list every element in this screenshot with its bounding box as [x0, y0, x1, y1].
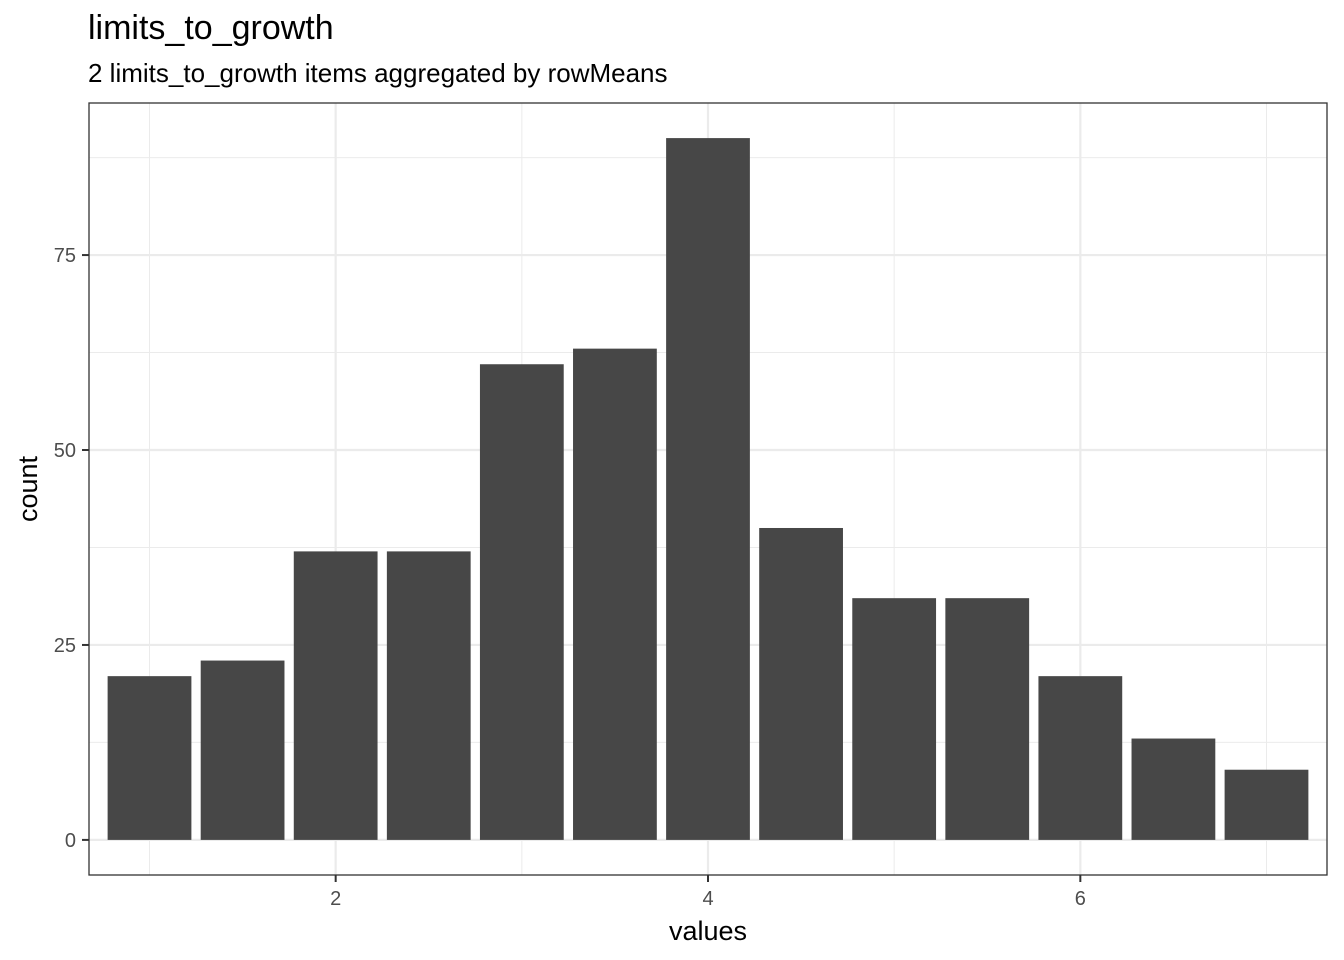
y-tick-label: 50: [54, 440, 76, 462]
histogram-bar: [479, 364, 564, 840]
bars-group: [107, 138, 1309, 840]
x-tick-label: 2: [330, 888, 341, 910]
histogram-bar: [1224, 769, 1309, 840]
histogram-bar: [386, 551, 471, 840]
x-tick-label: 6: [1075, 888, 1086, 910]
y-tick-label: 0: [65, 830, 76, 852]
histogram-bar: [945, 598, 1030, 840]
y-tick-label: 75: [54, 245, 76, 267]
x-tick-label: 4: [702, 888, 713, 910]
x-axis-title: values: [669, 916, 747, 946]
y-tick-label: 25: [54, 635, 76, 657]
histogram-bar: [666, 138, 750, 840]
x-axis: 2 4 6: [330, 875, 1086, 910]
histogram-bar: [759, 527, 843, 840]
histogram-bar: [293, 551, 378, 840]
y-axis: 0 25 50 75: [54, 245, 89, 852]
histogram-bar: [1038, 676, 1123, 840]
histogram-bar: [573, 348, 657, 840]
histogram-bar: [200, 660, 285, 840]
chart-title: limits_to_growth: [88, 9, 334, 47]
chart-subtitle: 2 limits_to_growth items aggregated by r…: [88, 58, 668, 88]
histogram-bar: [1131, 738, 1216, 840]
histogram-bar: [852, 598, 937, 840]
y-axis-title: count: [13, 455, 43, 522]
histogram-bar: [107, 676, 192, 840]
